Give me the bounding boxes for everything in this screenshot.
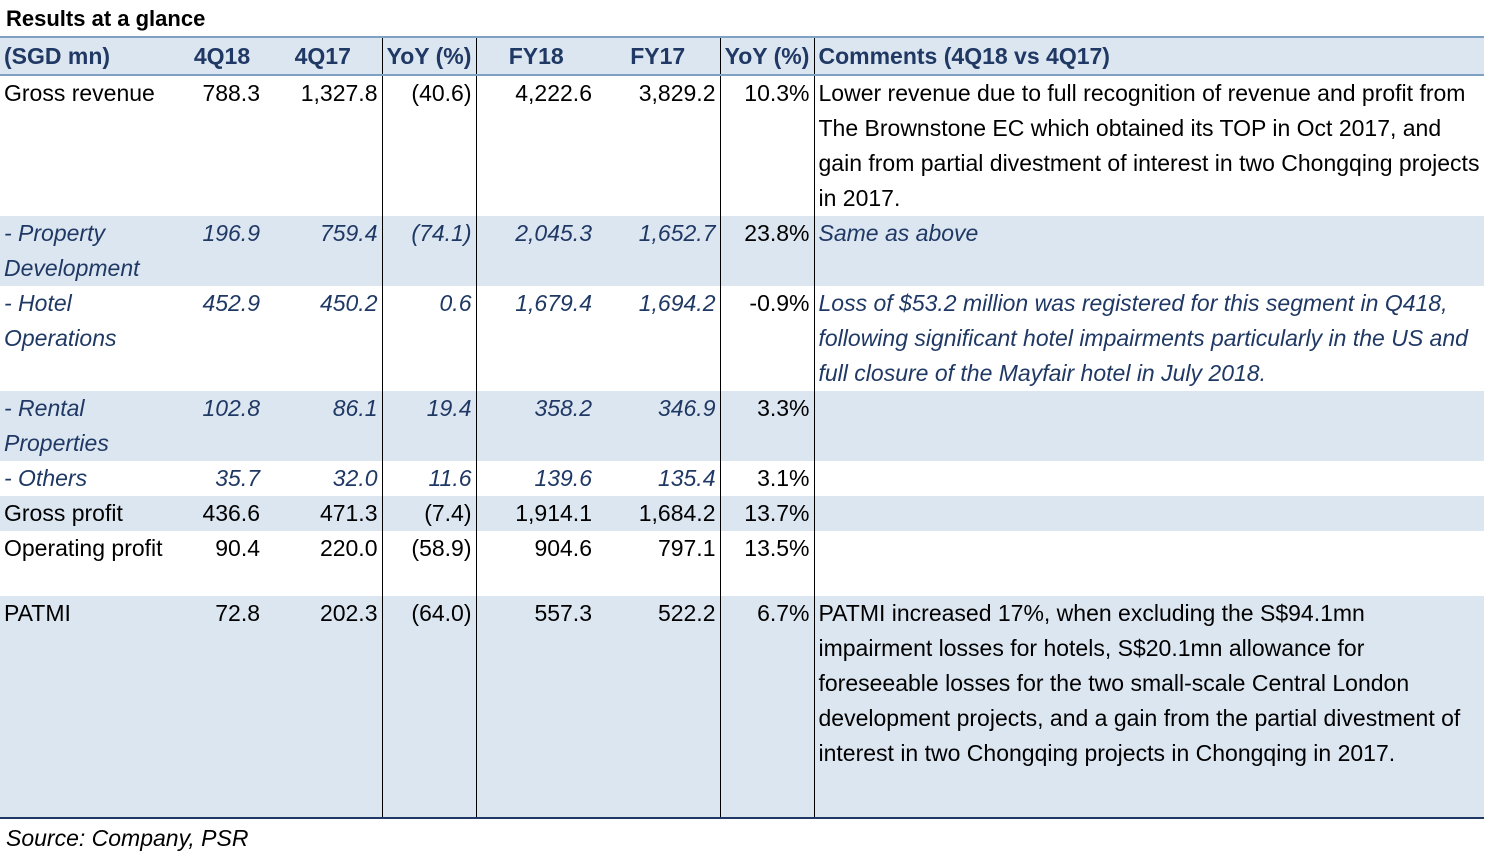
table-row: Gross profit 436.6 471.3 (7.4) 1,914.1 1… xyxy=(0,496,1484,531)
cell-fy18: 1,914.1 xyxy=(476,496,596,531)
cell-yoy-fy: 6.7% xyxy=(720,596,815,819)
cell-4q18: 72.8 xyxy=(180,596,264,819)
header-fy18: FY18 xyxy=(476,36,596,76)
cell-yoy-fy: 13.5% xyxy=(720,531,815,596)
row-label: - Others xyxy=(4,465,88,491)
table-row: PATMI 72.8 202.3 (64.0) 557.3 522.2 6.7%… xyxy=(0,596,1484,819)
cell-comment xyxy=(814,391,1484,461)
cell-4q17: 32.0 xyxy=(264,461,383,496)
cell-fy17: 522.2 xyxy=(596,596,721,819)
header-fy17: FY17 xyxy=(596,36,721,76)
cell-4q18: 788.3 xyxy=(202,80,260,106)
cell-yoy-fy: 3.1% xyxy=(720,461,815,496)
cell-yoy-quarter: (58.9) xyxy=(382,531,477,596)
cell-4q18: 35.7 xyxy=(215,465,260,491)
table-title: Results at a glance xyxy=(6,6,206,31)
cell-comment xyxy=(814,461,1484,496)
table-row: - Property Development 196.9 759.4 (74.1… xyxy=(0,216,1484,286)
cell-fy18: 904.6 xyxy=(534,535,592,561)
cell-4q17: 450.2 xyxy=(264,286,383,391)
results-table: (SGD mn) 4Q18 4Q17 YoY (%) FY18 FY17 YoY… xyxy=(0,36,1484,819)
row-label: - Property Development xyxy=(0,216,180,286)
cell-fy17: 1,652.7 xyxy=(596,216,721,286)
cell-4q17: 86.1 xyxy=(264,391,383,461)
cell-yoy-fy: 13.7% xyxy=(720,496,815,531)
cell-fy17: 135.4 xyxy=(596,461,721,496)
cell-4q18: 196.9 xyxy=(180,216,264,286)
row-label: Operating profit xyxy=(4,535,163,561)
table-row: - Hotel Operations 452.9 450.2 0.6 1,679… xyxy=(0,286,1484,391)
cell-fy18: 557.3 xyxy=(476,596,596,819)
row-label: Gross revenue xyxy=(4,80,155,106)
header-4q17: 4Q17 xyxy=(264,36,383,76)
row-label: Gross profit xyxy=(0,496,180,531)
cell-fy18: 4,222.6 xyxy=(515,80,592,106)
cell-comment xyxy=(814,496,1484,531)
cell-fy17: 3,829.2 xyxy=(596,75,721,216)
cell-yoy-quarter: (64.0) xyxy=(382,596,477,819)
source-note: Source: Company, PSR xyxy=(6,825,249,851)
cell-4q17: 220.0 xyxy=(264,531,383,596)
cell-fy17: 1,684.2 xyxy=(596,496,721,531)
cell-yoy-fy: 10.3% xyxy=(720,75,815,216)
cell-comment: Loss of $53.2 million was registered for… xyxy=(818,290,1468,386)
cell-yoy-quarter: 11.6 xyxy=(382,461,477,496)
table-row: - Rental Properties 102.8 86.1 19.4 358.… xyxy=(0,391,1484,461)
table-row: Gross revenue 788.3 1,327.8 (40.6) 4,222… xyxy=(0,75,1484,216)
cell-comment: Lower revenue due to full recognition of… xyxy=(818,80,1480,211)
cell-yoy-fy: -0.9% xyxy=(720,286,815,391)
cell-4q17: 1,327.8 xyxy=(264,75,383,216)
table-row: - Others 35.7 32.0 11.6 139.6 135.4 3.1% xyxy=(0,461,1484,496)
table-row: Operating profit 90.4 220.0 (58.9) 904.6… xyxy=(0,531,1484,596)
cell-yoy-quarter: (74.1) xyxy=(382,216,477,286)
cell-fy18: 358.2 xyxy=(476,391,596,461)
row-label: - Hotel Operations xyxy=(4,290,117,351)
cell-4q18: 102.8 xyxy=(180,391,264,461)
cell-comment: Same as above xyxy=(814,216,1484,286)
row-label: PATMI xyxy=(0,596,180,819)
cell-4q18: 90.4 xyxy=(215,535,260,561)
cell-4q17: 471.3 xyxy=(264,496,383,531)
cell-yoy-fy: 23.8% xyxy=(720,216,815,286)
header-row: (SGD mn) 4Q18 4Q17 YoY (%) FY18 FY17 YoY… xyxy=(0,36,1484,76)
cell-yoy-quarter: 0.6 xyxy=(382,286,477,391)
header-comments: Comments (4Q18 vs 4Q17) xyxy=(814,36,1484,76)
cell-fy17: 797.1 xyxy=(596,531,721,596)
cell-yoy-quarter: 19.4 xyxy=(382,391,477,461)
cell-comment: PATMI increased 17%, when excluding the … xyxy=(814,596,1484,819)
cell-4q17: 202.3 xyxy=(264,596,383,819)
cell-fy18: 1,679.4 xyxy=(515,290,592,316)
cell-fy18: 139.6 xyxy=(534,465,592,491)
header-4q18: 4Q18 xyxy=(180,36,264,76)
header-yoy-quarter: YoY (%) xyxy=(382,36,477,76)
cell-yoy-quarter: (40.6) xyxy=(382,75,477,216)
header-yoy-fy: YoY (%) xyxy=(720,36,815,76)
cell-fy17: 346.9 xyxy=(596,391,721,461)
cell-4q17: 759.4 xyxy=(264,216,383,286)
row-label: - Rental Properties xyxy=(0,391,180,461)
cell-yoy-quarter: (7.4) xyxy=(382,496,477,531)
cell-yoy-fy: 3.3% xyxy=(720,391,815,461)
cell-fy17: 1,694.2 xyxy=(596,286,721,391)
cell-comment xyxy=(814,531,1484,596)
cell-fy18: 2,045.3 xyxy=(476,216,596,286)
cell-4q18: 436.6 xyxy=(180,496,264,531)
cell-4q18: 452.9 xyxy=(202,290,260,316)
header-unit: (SGD mn) xyxy=(0,36,180,76)
